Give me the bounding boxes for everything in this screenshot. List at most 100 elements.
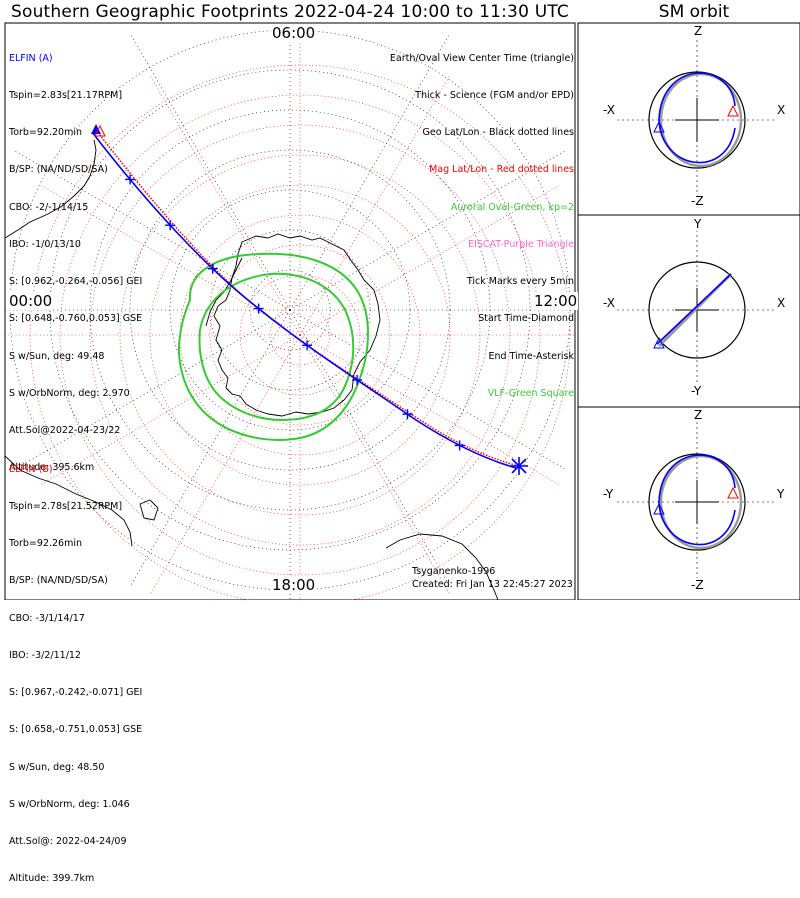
legend-entry: Auroral Oval-Green, kp=2 [450,201,574,213]
geo-longitude-line [289,309,451,588]
elfin-a-line: S w/OrbNorm, deg: 2.970 [9,387,130,399]
sm3-bottom-label: -Z [690,578,705,592]
mag-longitude-line [149,334,301,595]
africa-outline [5,455,133,547]
sm-orbit-track [658,454,736,546]
map-frame [4,22,576,600]
earth-circle [648,261,746,359]
geo-longitude-line [289,309,568,471]
legend-entry: VLF-Green Square [487,387,574,399]
sm-start-triangle [653,120,665,133]
sm3-top-label: Z [693,408,704,422]
elfin-b-line: Tspin=2.78s[21.52RPM] [9,501,123,513]
legend-entry: Start Time-Diamond [478,313,574,325]
sm3-right-label: Y [776,487,786,501]
mag-longitude-line [299,334,560,486]
mag-grid [5,35,575,600]
sm-orbit-title: SM orbit [658,2,730,22]
plot-title: Southern Geographic Footprints 2022-04-2… [10,2,569,22]
sm-panel-frame [577,22,800,600]
elfin-a-line: Altitude: 395.6km [9,462,95,474]
elfin-a-name: ELFIN (A) [9,52,53,64]
sm-panel [617,230,777,390]
elfin-a-start-triangle [91,124,101,134]
model-credit: Tsyganenko-1996 [412,566,496,577]
sm-start-triangle [653,502,665,515]
mag-longitude-line [40,334,301,486]
elfin-a-tick-marks [125,174,465,451]
mag-longitude-line [299,75,451,336]
elfin-a-line: S: [0.962,-0.264,-0.056] GEI [9,276,143,288]
sm-panel [617,40,777,200]
earth-circle [648,71,746,169]
earth-circle [648,453,746,551]
legend-entry: End Time-Asterisk [488,350,574,362]
elfin-a-line: S: [0.648,-0.760,0.053] GSE [9,313,143,325]
mag-longitude-line [40,184,301,336]
elfin-a-line: CBO: -2/-1/14/15 [9,201,89,213]
elfin-b-line: IBO: -3/2/11/12 [9,649,81,661]
legend-entry: Mag Lat/Lon - Red dotted lines [429,164,574,176]
mag-latitude-circle [59,94,541,576]
elfin-b-line: Torb=92.26min [9,538,83,550]
sm-end-triangle [727,486,739,499]
mag-latitude-circle [209,244,391,426]
elfin-b-line: Att.Sol@: 2022-04-24/09 [9,836,127,847]
geo-longitude-line [289,32,451,311]
legend-entry: Geo Lat/Lon - Black dotted lines [422,127,574,139]
clock-label-bottom: 18:00 [271,576,317,594]
elfin-b-line: S w/OrbNorm, deg: 1.046 [9,798,130,810]
satellite-tracks [91,124,528,475]
elfin-a-line: S w/Sun, deg: 49.48 [9,350,105,362]
clock-label-top: 06:00 [271,24,317,42]
created-timestamp: Created: Fri Jan 13 22:45:27 2023 [412,579,573,590]
elfin-a-line: Att.Sol@2022-04-23/22 [9,425,121,436]
sm1-bottom-label: -Z [690,194,705,208]
sm-orbit-track [656,273,732,345]
elfin-b-line: CBO: -3/1/14/17 [9,612,85,624]
geo-longitude-line [129,309,291,588]
sm1-top-label: Z [693,24,704,38]
geo-grid [5,23,575,600]
geo-longitude-line [12,309,291,471]
sm1-left-label: -X [602,103,616,117]
auroral-oval-inner [198,272,355,422]
south-america-outline [5,139,97,239]
legend-entry: EISCAT-Purple Triangle [468,238,574,250]
elfin-a-line: Tspin=2.83s[21.17RPM] [9,90,123,102]
sm2-left-label: -X [602,296,616,310]
australia-outline [385,533,499,600]
geo-longitude-line [12,149,291,311]
elfin-a-line: Torb=92.20min [9,127,83,139]
island-outline [139,499,159,521]
elfin-b-track [95,129,519,467]
sm2-right-label: X [776,296,787,310]
sm2-bottom-label: -Y [690,384,703,398]
legend-entry: Thick - Science (FGM and/or EPD) [415,90,574,102]
elfin-b-line: S: [0.967,-0.242,-0.071] GEI [9,687,143,699]
sm-panel [617,422,777,582]
elfin-a-info: ELFIN (A) Tspin=2.83s[21.17RPM] Torb=92.… [9,28,142,487]
sm2-top-label: Y [693,217,703,231]
clock-label-right: 12:00 [533,292,579,310]
geo-longitude-line [289,149,568,311]
auroral-oval [178,252,369,441]
sm-end-triangle [727,104,739,117]
mag-longitude-line [149,75,301,336]
elfin-b-line: S: [0.658,-0.751,0.053] GSE [9,724,143,736]
legend-entry: Earth/Oval View Center Time (triangle) [389,52,574,64]
sm-orbit-panels [577,22,800,600]
elfin-b-line: Altitude: 399.7km [9,873,95,885]
sm-orbit-shadow [659,454,743,550]
legend: Earth/Oval View Center Time (triangle) T… [390,28,574,413]
elfin-b-start-triangle [94,124,106,137]
mag-longitude-line [299,184,560,336]
sm-start-triangle [653,336,665,349]
sm-orbit-shadow [659,72,743,168]
clock-label-left: 00:00 [8,292,54,310]
elfin-b-line: S w/Sun, deg: 48.50 [9,761,105,773]
mag-longitude-line [299,334,451,595]
auroral-oval-outer [178,252,369,441]
sm1-right-label: X [776,103,787,117]
sm-orbit-track [658,72,736,164]
